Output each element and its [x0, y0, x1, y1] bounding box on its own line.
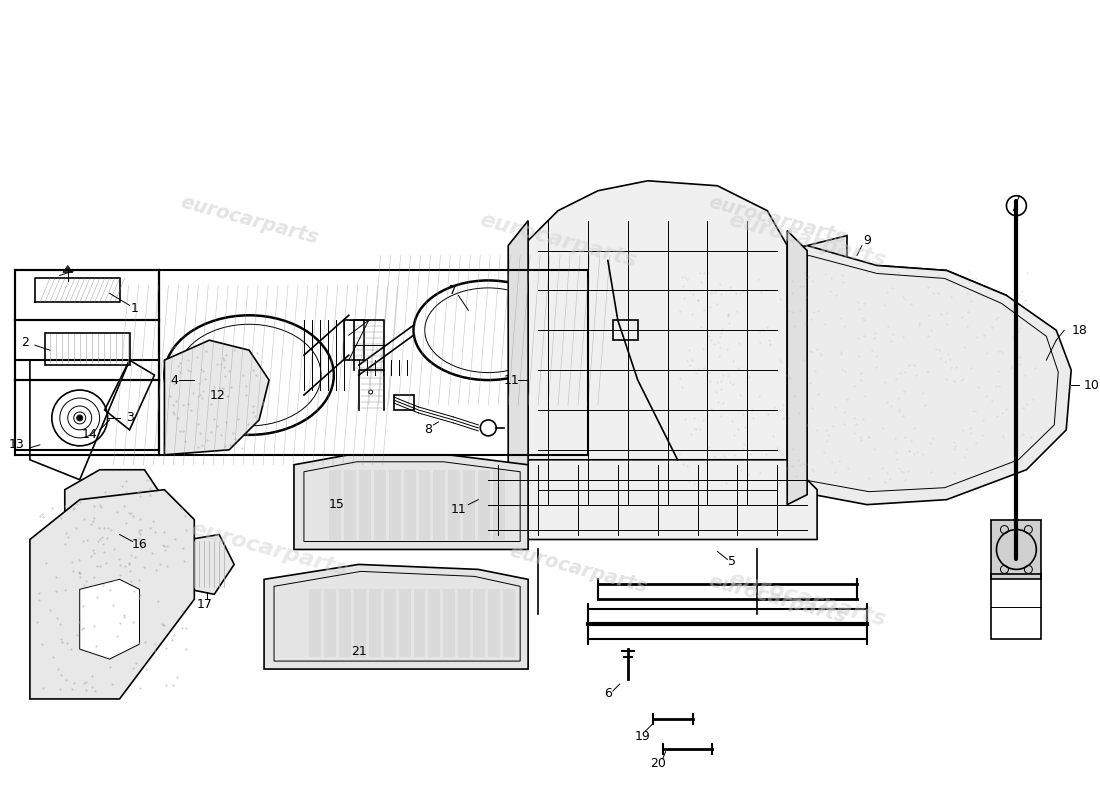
Circle shape: [78, 416, 81, 420]
Polygon shape: [493, 470, 505, 539]
Text: 15: 15: [329, 498, 344, 511]
Polygon shape: [359, 470, 371, 539]
Polygon shape: [488, 590, 501, 657]
Polygon shape: [628, 246, 1071, 505]
Polygon shape: [459, 590, 471, 657]
Polygon shape: [63, 266, 73, 273]
Polygon shape: [329, 470, 341, 539]
Text: 7: 7: [450, 284, 458, 297]
Text: eurocarparts: eurocarparts: [507, 542, 649, 597]
Polygon shape: [991, 519, 1042, 579]
Polygon shape: [528, 181, 788, 510]
Text: 5: 5: [728, 555, 736, 568]
Text: 20: 20: [650, 758, 666, 770]
Polygon shape: [189, 534, 234, 594]
Text: 17: 17: [196, 598, 212, 610]
Text: 12: 12: [209, 389, 226, 402]
Text: 3: 3: [125, 411, 133, 425]
Text: 11: 11: [451, 503, 466, 516]
Polygon shape: [164, 340, 270, 455]
Polygon shape: [414, 590, 426, 657]
Text: 16: 16: [132, 538, 147, 551]
Text: eurocarparts: eurocarparts: [477, 210, 639, 271]
Text: 4: 4: [170, 374, 178, 386]
Polygon shape: [323, 590, 336, 657]
Polygon shape: [429, 590, 440, 657]
Text: eurocarparts: eurocarparts: [706, 193, 848, 248]
Polygon shape: [384, 590, 396, 657]
Text: eurocarparts: eurocarparts: [726, 569, 888, 630]
Polygon shape: [294, 455, 528, 550]
Text: 21: 21: [351, 645, 366, 658]
Polygon shape: [473, 590, 485, 657]
Polygon shape: [339, 590, 351, 657]
Text: 2: 2: [21, 336, 29, 349]
Polygon shape: [598, 221, 717, 310]
Text: 18: 18: [1071, 324, 1087, 337]
Text: 1: 1: [131, 302, 139, 315]
Polygon shape: [747, 235, 847, 295]
Text: 19: 19: [635, 730, 650, 743]
Polygon shape: [344, 470, 355, 539]
Polygon shape: [65, 470, 164, 599]
Polygon shape: [463, 470, 475, 539]
Polygon shape: [478, 470, 491, 539]
Polygon shape: [374, 470, 386, 539]
Polygon shape: [503, 590, 515, 657]
Text: 6: 6: [604, 687, 612, 701]
Polygon shape: [404, 470, 416, 539]
Polygon shape: [309, 590, 321, 657]
Polygon shape: [388, 470, 400, 539]
Text: eurocarparts: eurocarparts: [706, 572, 848, 627]
Polygon shape: [354, 590, 365, 657]
Polygon shape: [508, 221, 528, 505]
Polygon shape: [30, 490, 195, 699]
Text: 8: 8: [425, 423, 432, 436]
Text: 11: 11: [504, 374, 519, 386]
Text: 10: 10: [1085, 378, 1100, 391]
Polygon shape: [398, 590, 410, 657]
Polygon shape: [79, 579, 140, 659]
Text: eurocarparts: eurocarparts: [726, 210, 888, 271]
Text: 13: 13: [9, 438, 25, 451]
Polygon shape: [788, 230, 807, 505]
Polygon shape: [264, 565, 528, 669]
Polygon shape: [368, 590, 381, 657]
Polygon shape: [443, 590, 455, 657]
Polygon shape: [478, 460, 817, 539]
Text: eurocarparts: eurocarparts: [188, 519, 350, 580]
Polygon shape: [867, 266, 1016, 350]
Text: 9: 9: [864, 234, 871, 247]
Text: 14: 14: [81, 428, 98, 442]
Polygon shape: [418, 470, 430, 539]
Polygon shape: [433, 470, 446, 539]
Polygon shape: [449, 470, 461, 539]
Text: eurocarparts: eurocarparts: [178, 193, 320, 248]
